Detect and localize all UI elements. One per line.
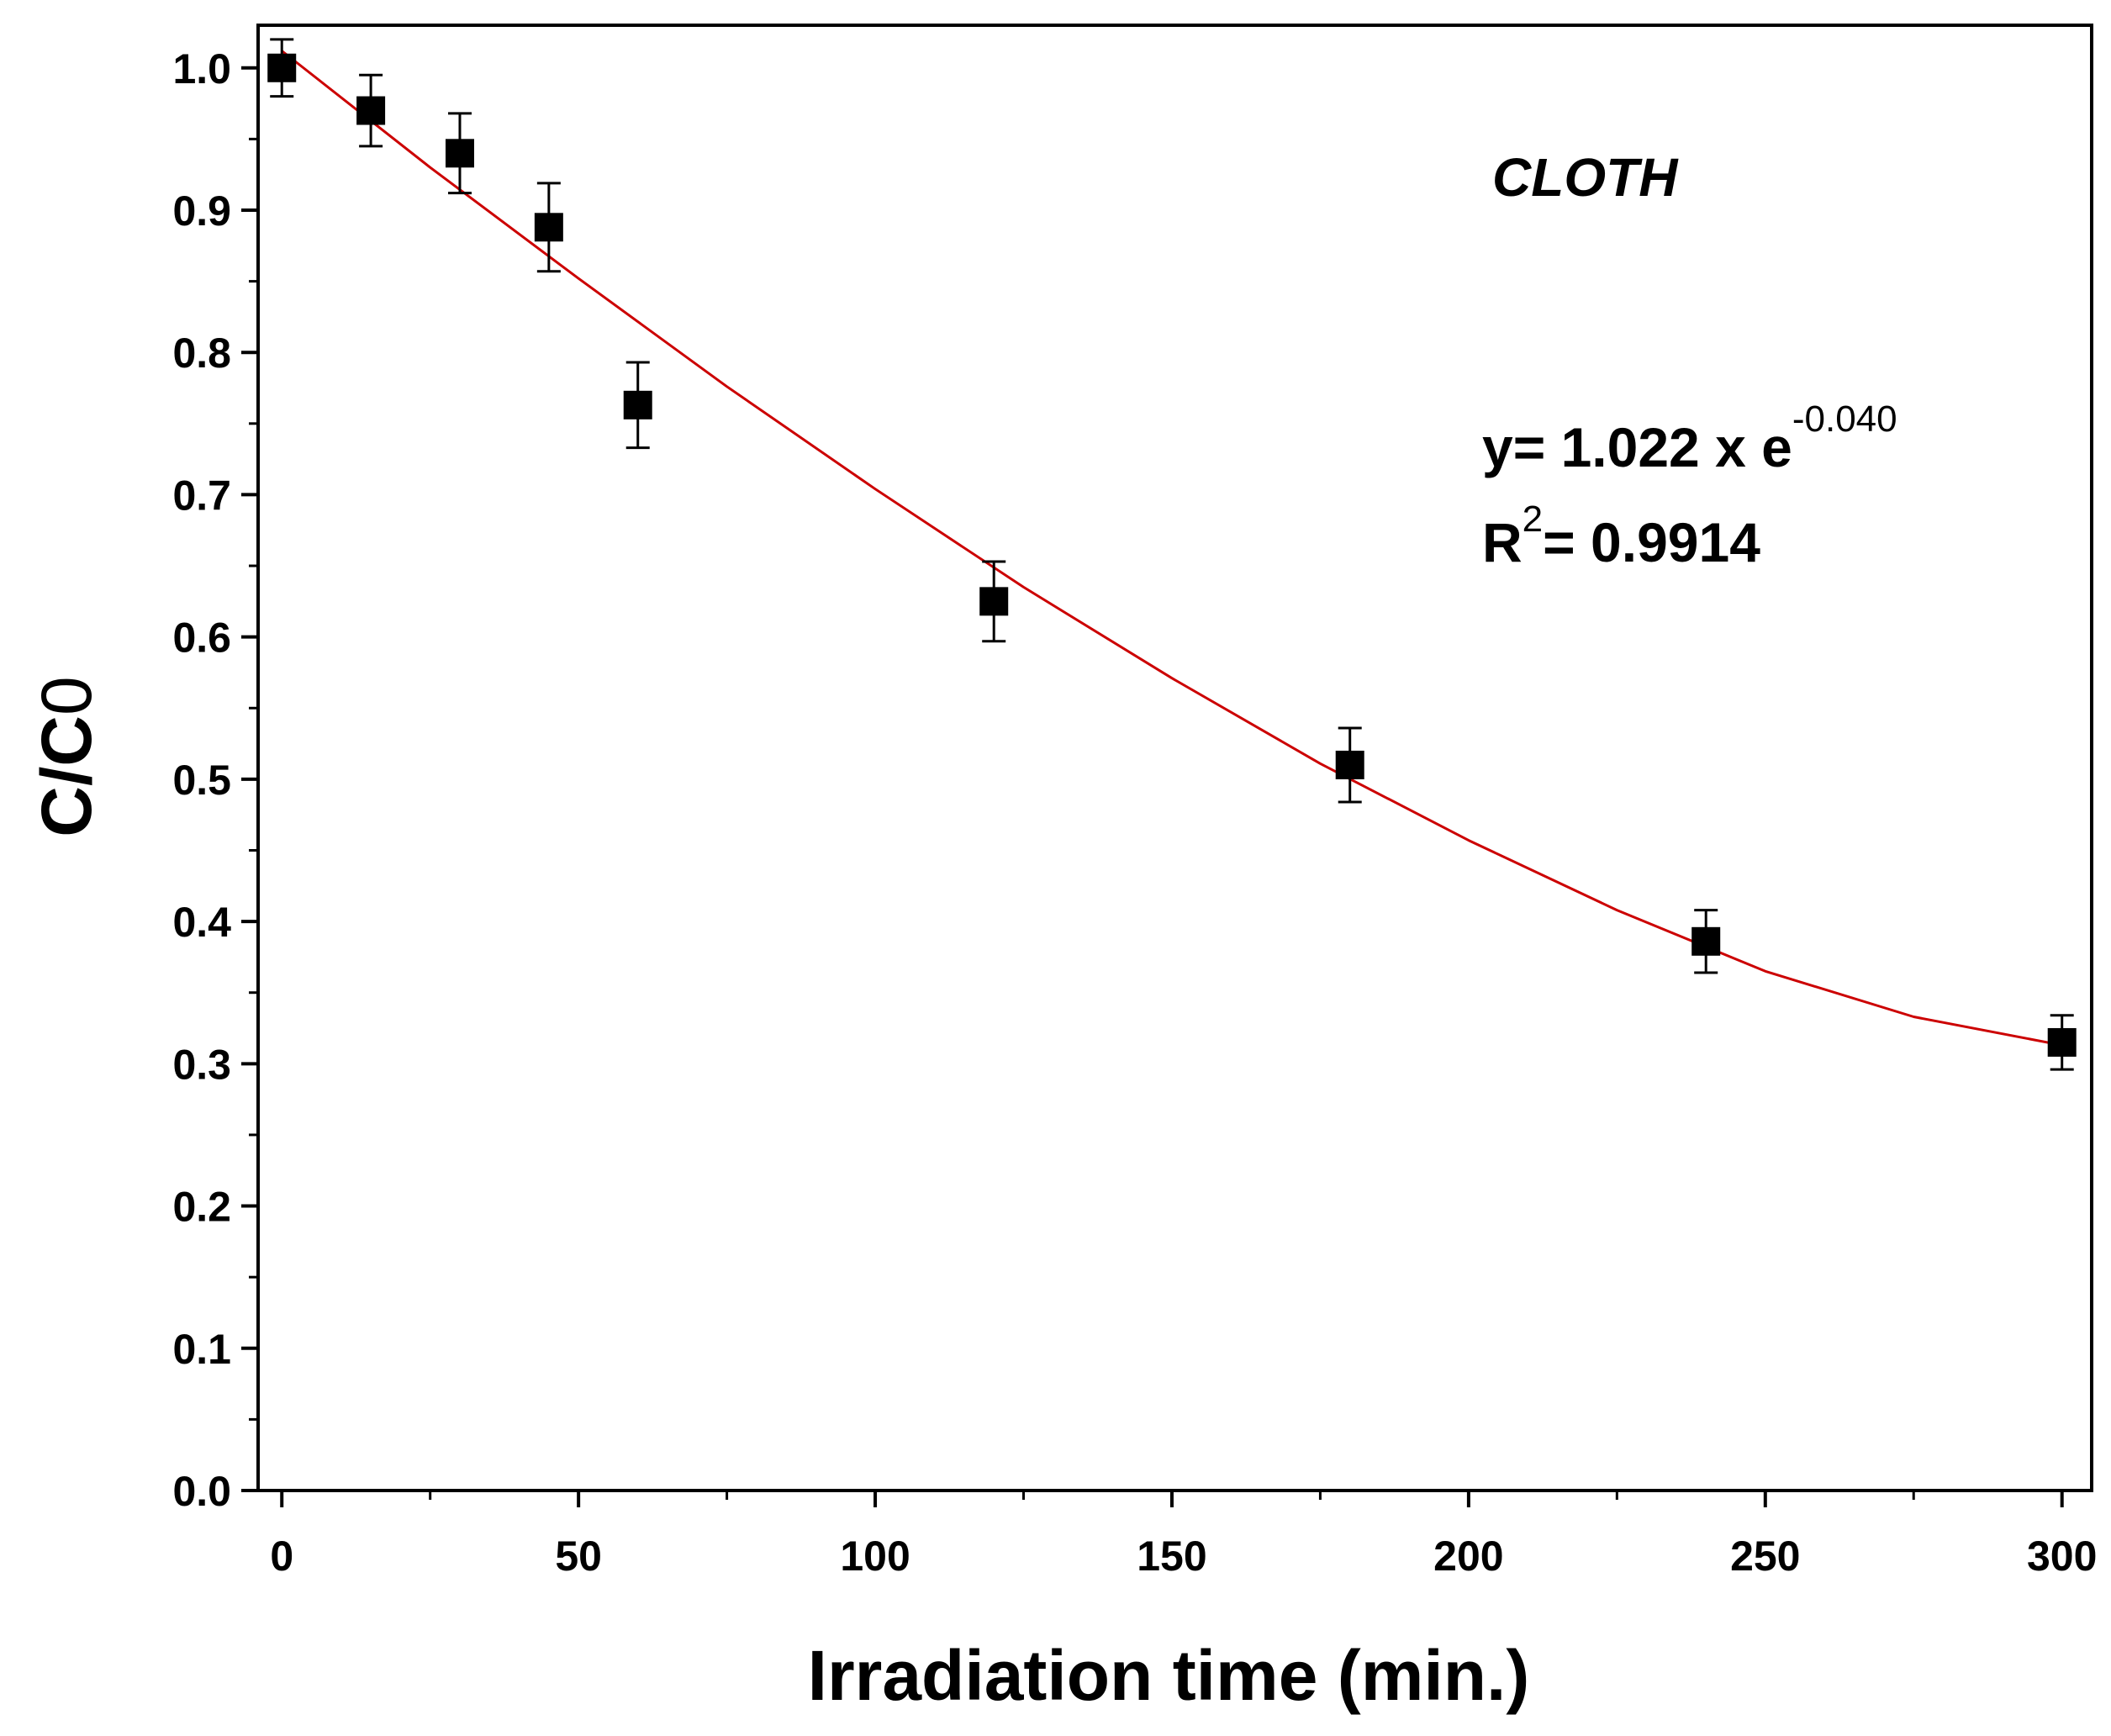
x-axis-title: Irradiation time (min.)	[808, 1636, 1530, 1715]
y-tick-label: 0.1	[172, 1326, 231, 1373]
x-tick-label: 150	[1137, 1533, 1206, 1580]
y-tick-label: 1.0	[172, 45, 231, 92]
fit-equation: y= 1.022 x e-0.040	[1482, 398, 1897, 478]
y-tick-label: 0.9	[172, 187, 231, 235]
square-marker	[1335, 750, 1364, 779]
data-point	[623, 361, 652, 450]
r-squared-superscript: 2	[1523, 499, 1543, 540]
tick-layer: 0 50 100 150 200 250 300 0.0 0.1 0.2 0.3 0.4 0.5 0.6 0…	[172, 45, 2097, 1580]
data-point-layer	[267, 38, 2077, 1071]
square-marker	[356, 96, 386, 125]
fit-equation-exponent: -0.040	[1792, 398, 1897, 440]
fit-curve-line	[281, 50, 2062, 1047]
y-axis-title-text: C/C0	[27, 676, 106, 836]
y-axis-title-main: C/C	[27, 715, 106, 837]
data-point	[534, 182, 563, 273]
data-point	[356, 73, 386, 148]
x-tick-label: 100	[840, 1533, 910, 1580]
data-point	[1335, 726, 1364, 804]
square-marker	[979, 587, 1009, 616]
y-tick-label: 0.5	[172, 757, 231, 804]
data-point	[979, 560, 1009, 643]
x-tick-label: 300	[2027, 1533, 2097, 1580]
fit-r-squared: R2= 0.9914	[1482, 499, 1760, 573]
data-point	[445, 112, 474, 195]
plot-frame	[256, 24, 2093, 1492]
square-marker	[445, 139, 474, 168]
data-point	[2047, 1014, 2077, 1071]
fit-equation-main: y= 1.022 x e	[1482, 416, 1792, 478]
x-tick-label: 200	[1433, 1533, 1503, 1580]
y-tick-label: 0.4	[172, 899, 231, 946]
y-axis-title-subscript: 0	[27, 676, 106, 715]
square-marker	[1691, 926, 1721, 956]
y-axis-title: C/C0	[27, 676, 106, 836]
y-tick-label: 0.6	[172, 615, 231, 662]
x-tick-label: 50	[555, 1533, 602, 1580]
series-label-cloth: CLOTH	[1492, 147, 1679, 208]
data-point	[1691, 909, 1721, 974]
data-point	[267, 38, 297, 98]
r-squared-prefix: R	[1482, 511, 1523, 573]
square-marker	[267, 53, 297, 82]
r-squared-value: = 0.9914	[1543, 511, 1760, 573]
square-marker	[534, 213, 563, 242]
fit-curve-layer	[281, 50, 2062, 1047]
square-marker	[2047, 1027, 2077, 1057]
y-tick-label: 0.8	[172, 330, 231, 377]
y-tick-label: 0.2	[172, 1184, 231, 1231]
y-tick-label: 0.7	[172, 472, 231, 519]
y-tick-label: 0.3	[172, 1041, 231, 1088]
x-tick-label: 0	[270, 1533, 293, 1580]
y-tick-label: 0.0	[172, 1468, 231, 1515]
square-marker	[623, 390, 652, 419]
x-tick-label: 250	[1730, 1533, 1800, 1580]
